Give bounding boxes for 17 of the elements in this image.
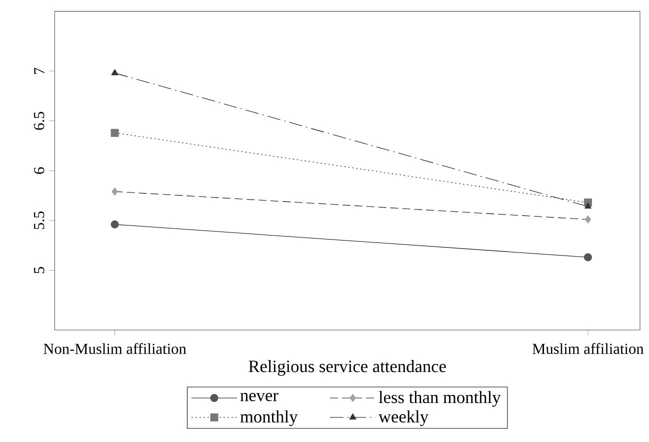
point bbox=[112, 188, 118, 196]
x-axis-title: Religious service attendance bbox=[248, 360, 446, 376]
y-tick-label: 5 bbox=[34, 267, 44, 274]
legend-label: weekly bbox=[378, 410, 428, 426]
x-tick-label: Non-Muslim affiliation bbox=[44, 343, 186, 354]
y-tick-label: 5.5 bbox=[34, 211, 44, 230]
legend-label: never bbox=[240, 392, 278, 402]
legend-label: less than monthly bbox=[378, 390, 501, 407]
x-tick-label: Muslim affiliation bbox=[532, 343, 644, 354]
y-tick-label: 7 bbox=[34, 68, 44, 74]
point bbox=[584, 253, 592, 262]
point bbox=[584, 215, 592, 224]
y-tick-label: 6 bbox=[34, 167, 44, 174]
legend-label: monthly bbox=[240, 410, 298, 426]
y-tick-label: 6.5 bbox=[34, 112, 44, 130]
point bbox=[110, 128, 119, 137]
point bbox=[110, 220, 119, 228]
